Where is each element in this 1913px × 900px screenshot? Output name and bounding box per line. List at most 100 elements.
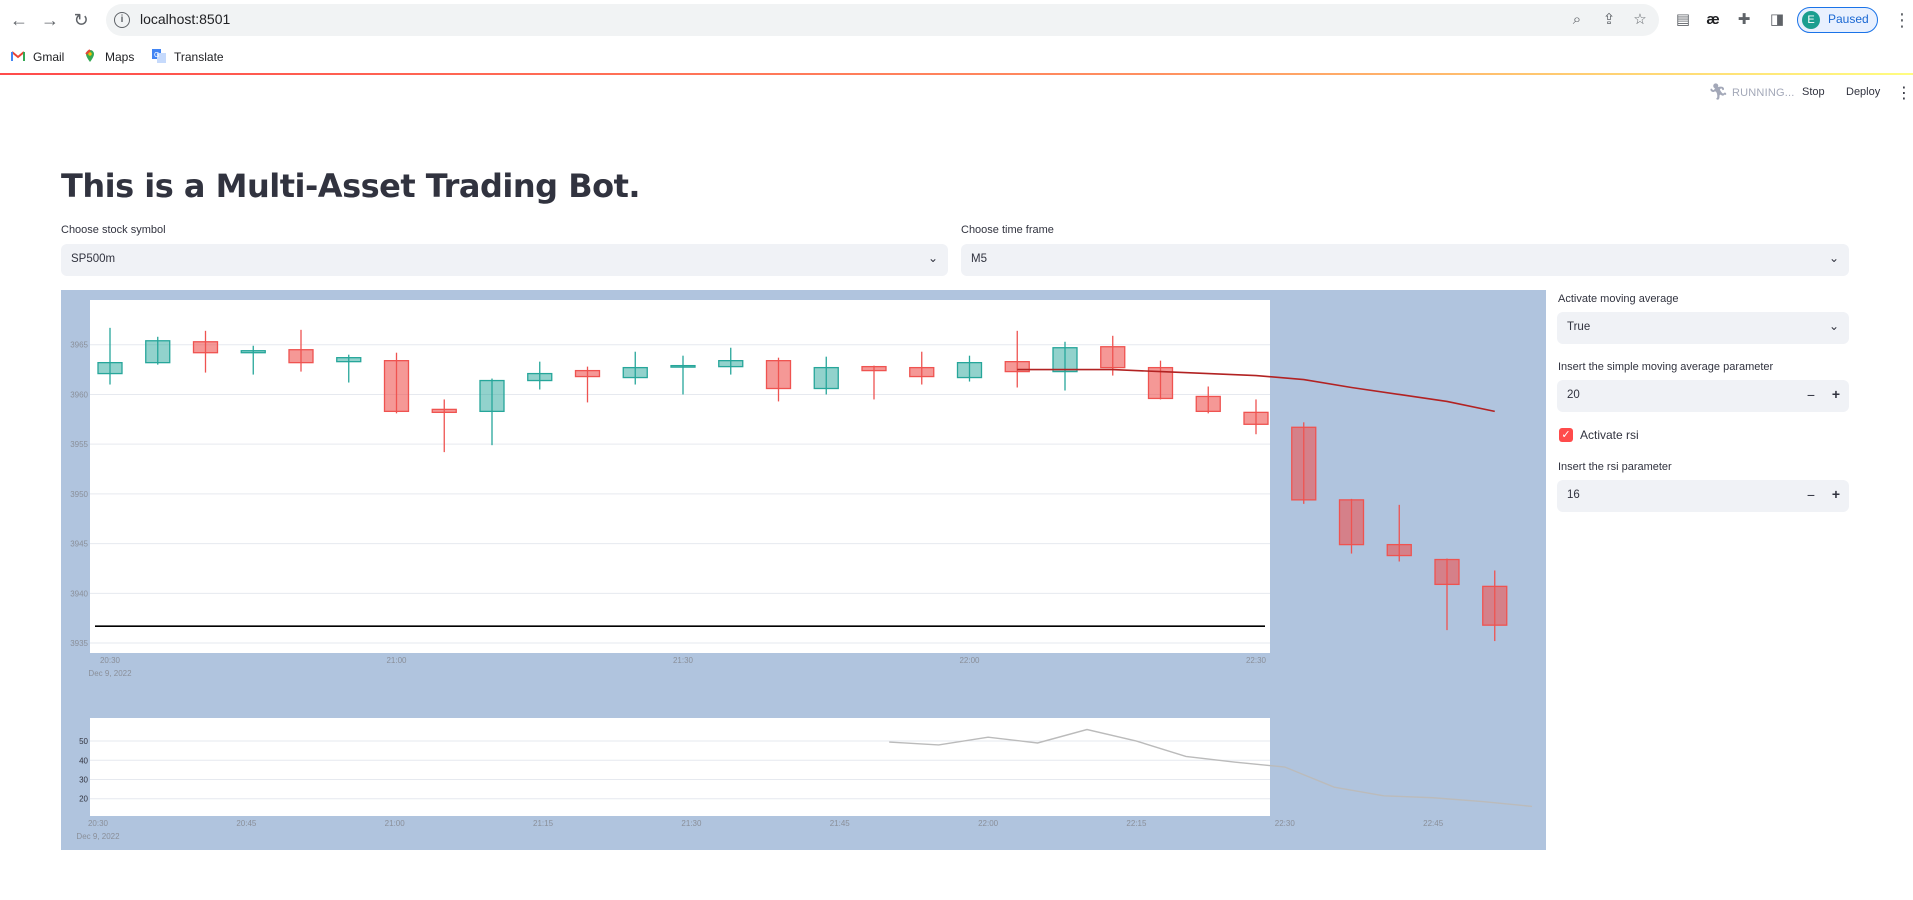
candle-body xyxy=(383,360,410,413)
deploy-button[interactable]: Deploy xyxy=(1846,86,1881,98)
charts-svg: 3935 3940 3945 3950 3955 3960 3965 20:30 21:00 21… xyxy=(70,300,1533,841)
sma-line xyxy=(1017,368,1495,413)
rsi-x-date-label: Dec 9, 2022 xyxy=(76,832,120,841)
rsi-x-tick-label: 21:45 xyxy=(830,819,851,828)
translate-icon: G xyxy=(152,49,166,63)
side-panel-icon[interactable]: ◨ xyxy=(1769,11,1785,28)
rsi-x-tick-label: 22:00 xyxy=(978,819,999,828)
candle-body xyxy=(1243,411,1269,425)
bookmark-label: Translate xyxy=(174,50,224,64)
extensions-puzzle-icon[interactable]: ✚ xyxy=(1737,11,1751,28)
candle-body xyxy=(1004,361,1030,373)
candle-body xyxy=(527,372,553,382)
candle-body xyxy=(1052,347,1078,373)
sma-param-label: Insert the simple moving average paramet… xyxy=(1558,361,1774,373)
bookmark-translate[interactable]: G Translate xyxy=(152,48,224,66)
candle-body xyxy=(1195,395,1221,413)
price-y-tick-label: 3935 xyxy=(70,639,88,648)
rsi-x-tick-label: 20:45 xyxy=(236,819,257,828)
ae-extension-icon[interactable]: æ xyxy=(1706,11,1720,28)
price-plot-area xyxy=(90,300,1270,653)
avatar: E xyxy=(1802,11,1820,29)
back-icon[interactable]: ← xyxy=(10,10,28,30)
symbol-select-value: SP500m xyxy=(71,253,116,265)
share-icon[interactable]: ⇪ xyxy=(1602,11,1616,28)
decrement-button[interactable]: − xyxy=(1806,487,1815,503)
timeframe-select[interactable]: M5 ⌄ xyxy=(961,244,1849,276)
rsi-plot-area xyxy=(90,718,1270,816)
rsi-checkbox[interactable]: ✓ xyxy=(1559,428,1573,442)
price-y-tick-label: 3945 xyxy=(70,540,88,549)
zoom-icon[interactable]: ⌕ xyxy=(1572,11,1582,28)
candle-body xyxy=(240,350,266,354)
ma-select-label: Activate moving average xyxy=(1558,293,1679,305)
sma-param-input[interactable]: 20 − + xyxy=(1557,380,1849,412)
rsi-param-input[interactable]: 16 − + xyxy=(1557,480,1849,512)
site-info-icon[interactable]: i xyxy=(114,12,130,28)
candle-body xyxy=(574,369,601,378)
rsi-param-label: Insert the rsi parameter xyxy=(1558,461,1672,473)
candle-body xyxy=(909,366,935,378)
candle-body xyxy=(1434,558,1460,586)
reload-icon[interactable]: ↻ xyxy=(73,10,89,30)
symbol-select[interactable]: SP500m ⌄ xyxy=(61,244,948,276)
bookmark-label: Maps xyxy=(105,50,135,64)
candle-body xyxy=(1338,499,1365,546)
bookmark-star-icon[interactable]: ☆ xyxy=(1633,11,1647,28)
profile-status: Paused xyxy=(1828,12,1869,26)
price-x-tick-label: 22:00 xyxy=(959,656,980,665)
page-title: This is a Multi-Asset Trading Bot. xyxy=(61,167,641,205)
candle-body xyxy=(1482,585,1508,626)
timeframe-select-label: Choose time frame xyxy=(961,224,1054,236)
candle-body xyxy=(1291,426,1317,501)
forward-icon[interactable]: → xyxy=(41,10,59,30)
running-status: RUNNING... xyxy=(1732,87,1795,99)
bookmark-gmail[interactable]: Gmail xyxy=(11,48,64,66)
address-bar[interactable]: i localhost:8501 ⌕ ⇪ ☆ xyxy=(106,4,1659,36)
price-x-date-label: Dec 9, 2022 xyxy=(88,669,132,678)
decrement-button[interactable]: − xyxy=(1806,387,1815,403)
stop-button[interactable]: Stop xyxy=(1802,86,1825,98)
profile-button[interactable]: E Paused xyxy=(1797,7,1878,33)
cast-icon[interactable]: ▤ xyxy=(1675,11,1691,28)
price-chart[interactable]: 3935 3940 3945 3950 3955 3960 3965 20:30 21:00 21… xyxy=(70,300,1508,678)
price-x-tick-label: 22:30 xyxy=(1246,656,1267,665)
rsi-y-tick-label: 40 xyxy=(79,756,88,765)
symbol-select-label: Choose stock symbol xyxy=(61,224,166,236)
price-x-tick-label: 21:00 xyxy=(386,656,407,665)
chart-panel: 3935 3940 3945 3950 3955 3960 3965 20:30 21:00 21… xyxy=(61,290,1546,850)
url-text: localhost:8501 xyxy=(140,11,231,27)
moving-average-select[interactable]: True ⌄ xyxy=(1557,312,1849,344)
running-man-icon: 🏃︎ xyxy=(1708,84,1729,101)
candle-body xyxy=(861,365,887,372)
increment-button[interactable]: + xyxy=(1831,486,1840,502)
rsi-x-tick-label: 22:15 xyxy=(1126,819,1147,828)
rsi-param-value: 16 xyxy=(1567,489,1580,501)
rsi-line xyxy=(889,728,1533,808)
rsi-x-tick-label: 21:15 xyxy=(533,819,554,828)
browser-menu-icon[interactable]: ⋮ xyxy=(1893,10,1911,30)
chevron-down-icon: ⌄ xyxy=(1828,251,1839,265)
rsi-checkbox-label[interactable]: Activate rsi xyxy=(1580,428,1639,442)
price-x-tick-label: 20:30 xyxy=(100,656,121,665)
candle-body xyxy=(288,349,314,364)
increment-button[interactable]: + xyxy=(1831,386,1840,402)
candle-body xyxy=(192,341,219,354)
price-y-tick-label: 3965 xyxy=(70,341,88,350)
rsi-x-tick-label: 20:30 xyxy=(88,819,109,828)
price-y-tick-label: 3960 xyxy=(70,390,88,399)
app-menu-icon[interactable]: ⋮ xyxy=(1896,85,1912,102)
status-decoration-bar xyxy=(0,73,1913,75)
svg-text:G: G xyxy=(154,52,159,59)
price-y-tick-label: 3940 xyxy=(70,589,88,598)
price-y-tick-label: 3955 xyxy=(70,440,88,449)
rsi-x-tick-label: 21:30 xyxy=(681,819,702,828)
rsi-x-tick-label: 22:30 xyxy=(1275,819,1296,828)
gmail-icon xyxy=(11,51,25,61)
chevron-down-icon: ⌄ xyxy=(1828,319,1839,333)
bookmark-maps[interactable]: Maps xyxy=(83,48,134,66)
price-y-tick-label: 3950 xyxy=(70,490,88,499)
sma-param-value: 20 xyxy=(1567,389,1580,401)
rsi-x-tick-label: 21:00 xyxy=(385,819,406,828)
rsi-chart[interactable]: 20 30 40 50 20:30 20:45 21:00 21:15 21:30 21:45 22… xyxy=(76,718,1533,841)
